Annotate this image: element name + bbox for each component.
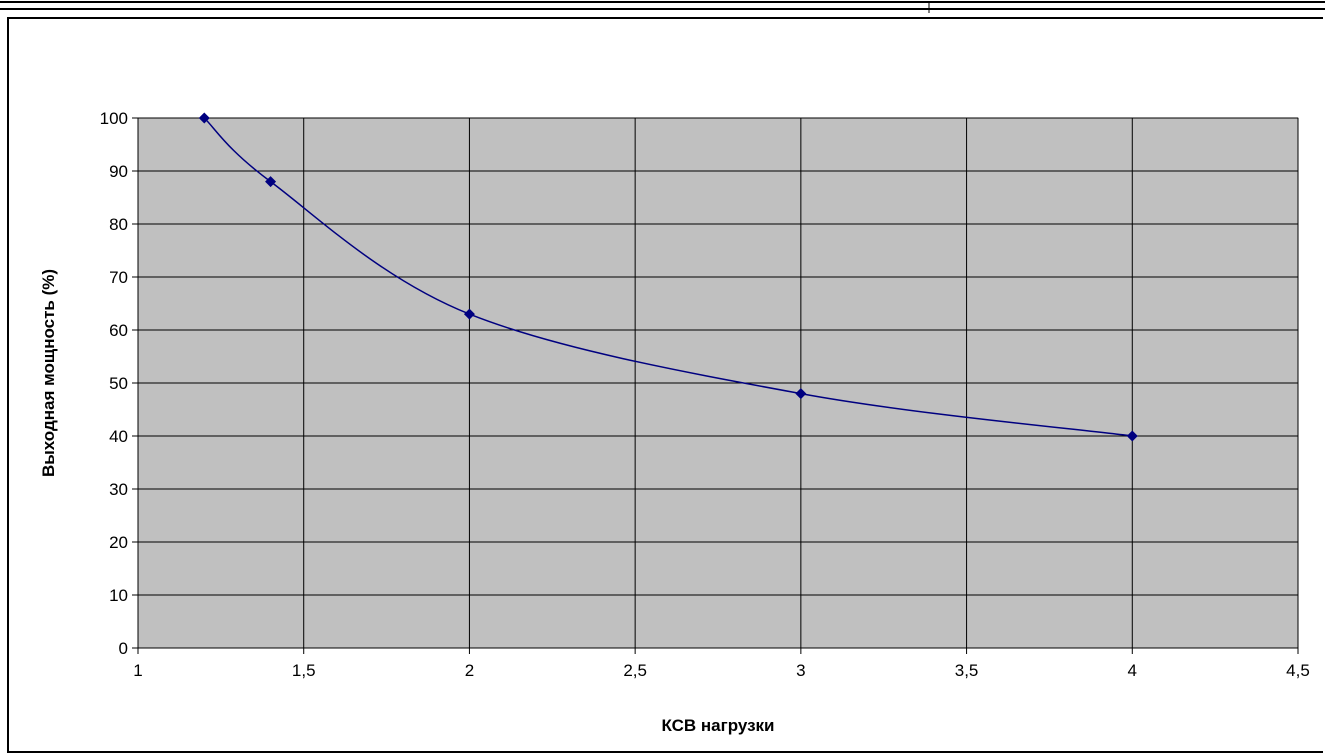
- x-tick-label: 2: [465, 661, 474, 680]
- grid-lines: [137, 117, 1299, 649]
- y-tick-label: 10: [109, 586, 128, 605]
- x-tick-label: 1: [133, 661, 142, 680]
- y-tick-label: 0: [119, 639, 128, 658]
- x-tick-label: 4,5: [1286, 661, 1310, 680]
- x-axis-title: КСВ нагрузки: [661, 716, 774, 735]
- data-point-marker: [1126, 430, 1138, 442]
- y-tick-label: 90: [109, 162, 128, 181]
- y-tick-label: 40: [109, 427, 128, 446]
- y-tick-label: 30: [109, 480, 128, 499]
- top-border-lines: [0, 1, 1325, 13]
- data-point-marker: [463, 308, 475, 320]
- y-axis-title: Выходная мощность (%): [39, 269, 58, 477]
- chart-frame: [7, 17, 1323, 753]
- data-point-marker: [198, 112, 210, 124]
- x-tick-label: 1,5: [292, 661, 316, 680]
- series: [198, 112, 1138, 442]
- y-tick-label: 50: [109, 374, 128, 393]
- data-point-marker: [265, 176, 277, 188]
- x-tick-label: 3: [796, 661, 805, 680]
- data-point-marker: [795, 388, 807, 400]
- y-axis-ticks: 0 10 20 30 40 50 60 70 80 90 100: [100, 109, 138, 658]
- top-border-band: [0, 0, 1325, 13]
- y-tick-label: 100: [100, 109, 128, 128]
- x-tick-label: 3,5: [955, 661, 979, 680]
- y-tick-label: 60: [109, 321, 128, 340]
- y-tick-label: 20: [109, 533, 128, 552]
- y-tick-label: 70: [109, 268, 128, 287]
- y-tick-label: 80: [109, 215, 128, 234]
- x-tick-label: 4: [1128, 661, 1137, 680]
- x-axis-ticks: 1 1,5 2 2,5 3 3,5 4 4,5: [133, 648, 1310, 680]
- x-tick-label: 2,5: [623, 661, 647, 680]
